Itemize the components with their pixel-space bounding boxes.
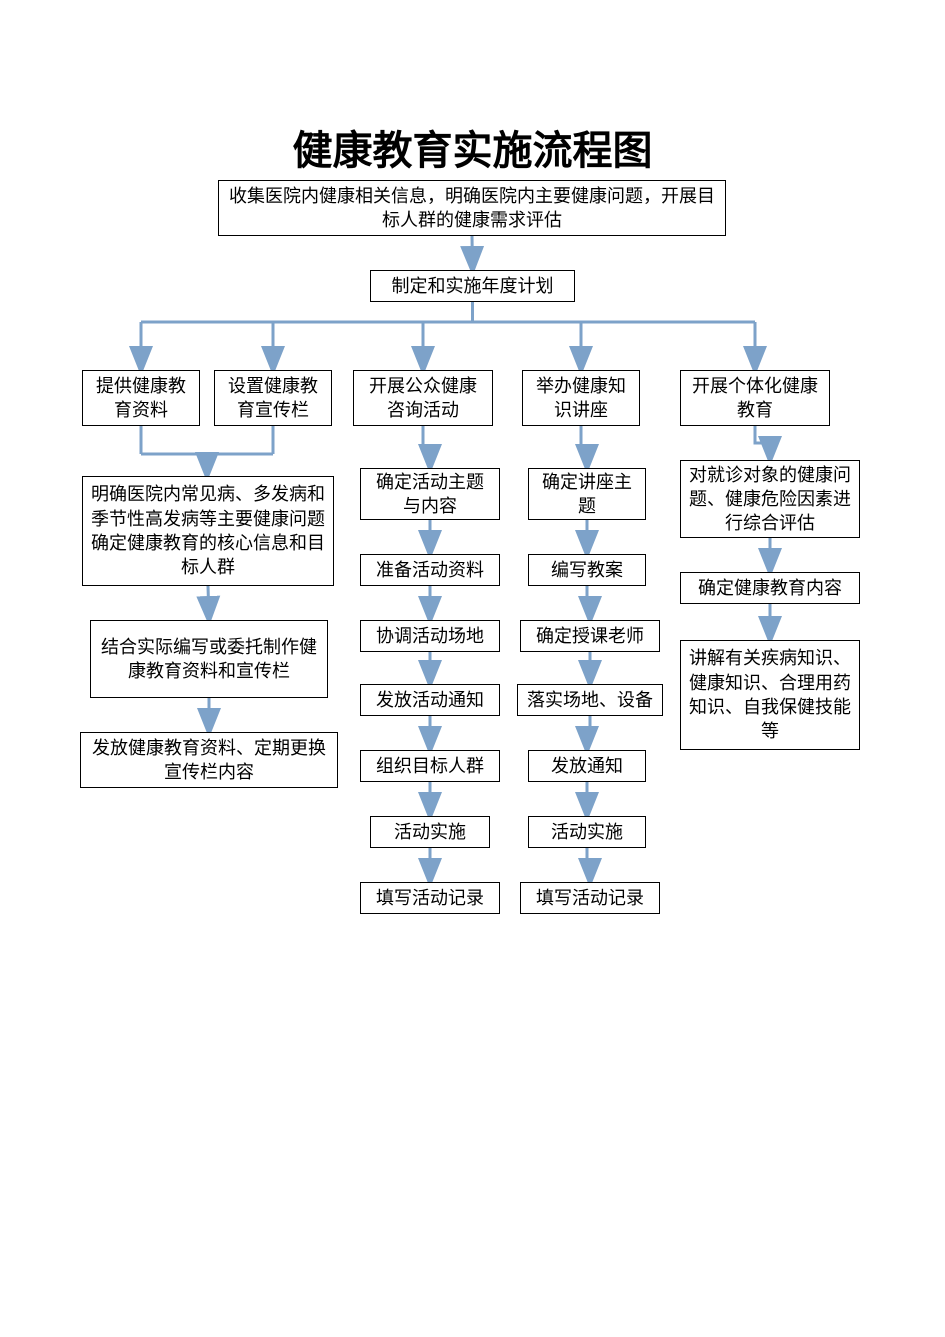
flow-node-b2: 设置健康教育宣传栏 xyxy=(214,370,332,426)
flow-node-c46: 活动实施 xyxy=(528,816,646,848)
flow-node-l1: 明确医院内常见病、多发病和季节性高发病等主要健康问题确定健康教育的核心信息和目标… xyxy=(82,476,334,586)
flow-node-c35: 组织目标人群 xyxy=(360,750,500,782)
flow-node-c32: 准备活动资料 xyxy=(360,554,500,586)
flow-node-plan: 制定和实施年度计划 xyxy=(370,270,575,302)
flow-node-l2: 结合实际编写或委托制作健康教育资料和宣传栏 xyxy=(90,620,328,698)
flow-node-b5: 开展个体化健康教育 xyxy=(680,370,830,426)
flow-node-c36: 活动实施 xyxy=(370,816,490,848)
flow-node-c53: 讲解有关疾病知识、健康知识、合理用药知识、自我保健技能等 xyxy=(680,640,860,750)
flow-node-c31: 确定活动主题与内容 xyxy=(360,468,500,520)
flow-node-c33: 协调活动场地 xyxy=(360,620,500,652)
flow-node-c41: 确定讲座主题 xyxy=(528,468,646,520)
flow-node-b1: 提供健康教育资料 xyxy=(82,370,200,426)
diagram-title: 健康教育实施流程图 xyxy=(0,118,945,176)
flow-node-c34: 发放活动通知 xyxy=(360,684,500,716)
flow-node-l3: 发放健康教育资料、定期更换宣传栏内容 xyxy=(80,732,338,788)
flow-node-c44: 落实场地、设备 xyxy=(517,684,663,716)
flow-node-c43: 确定授课老师 xyxy=(520,620,660,652)
flow-node-c52: 确定健康教育内容 xyxy=(680,572,860,604)
flow-node-c45: 发放通知 xyxy=(528,750,646,782)
flow-node-start: 收集医院内健康相关信息，明确医院内主要健康问题，开展目标人群的健康需求评估 xyxy=(218,180,726,236)
flow-node-c51: 对就诊对象的健康问题、健康危险因素进行综合评估 xyxy=(680,460,860,538)
flow-node-c47: 填写活动记录 xyxy=(520,882,660,914)
flow-node-c37: 填写活动记录 xyxy=(360,882,500,914)
flow-node-c42: 编写教案 xyxy=(528,554,646,586)
flow-node-b3: 开展公众健康咨询活动 xyxy=(353,370,493,426)
flow-node-b4: 举办健康知识讲座 xyxy=(522,370,640,426)
